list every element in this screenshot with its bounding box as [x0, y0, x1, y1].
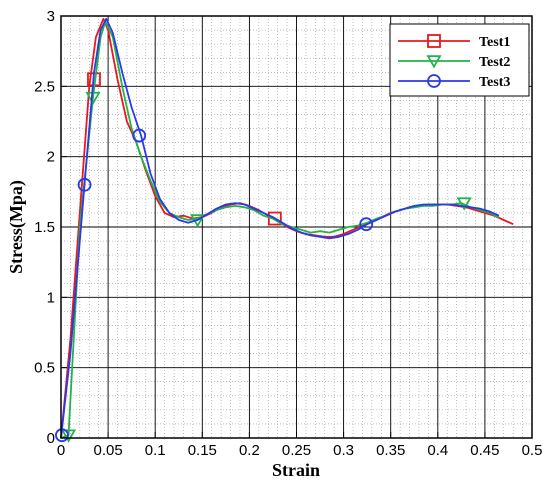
x-tick-label: 0.15: [188, 442, 217, 459]
y-tick-label: 1: [47, 289, 55, 306]
y-tick-label: 0: [47, 430, 55, 447]
series-line-test2: [60, 20, 500, 439]
legend-item-test1: Test1: [398, 34, 510, 50]
x-tick-label: 0.5: [522, 442, 543, 459]
marker-test2: [60, 429, 77, 443]
marker-test3: [77, 177, 92, 192]
y-tick-label: 1.5: [34, 219, 55, 236]
y-tick-label: 3: [47, 8, 55, 25]
legend-label-test3: Test3: [479, 75, 510, 90]
legend-label-test2: Test2: [479, 55, 510, 70]
y-tick-label: 2: [47, 149, 55, 166]
x-tick-label: 0.05: [93, 442, 122, 459]
legend: Test1 Test2 Test3: [389, 23, 530, 97]
marker-test3: [55, 428, 69, 443]
marker-test3: [359, 217, 374, 232]
series-line-test3: [60, 17, 500, 439]
axis-ticks: [60, 15, 533, 439]
y-tick-label: 2.5: [34, 78, 55, 95]
legend-marker-test3: [427, 74, 441, 88]
x-tick-label: 0.35: [376, 442, 405, 459]
legend-label-test1: Test1: [479, 35, 510, 50]
marker-test1: [267, 211, 282, 226]
y-axis-title: Stress(Mpa): [6, 180, 27, 274]
y-tick-label: 0.5: [34, 360, 55, 377]
legend-marker-test1: [427, 34, 441, 48]
marker-test2: [456, 197, 472, 211]
x-tick-label: 0.45: [470, 442, 499, 459]
x-axis-title: Strain: [272, 460, 320, 480]
legend-box: [389, 23, 530, 97]
x-tick-label: 0.2: [239, 442, 260, 459]
x-tick-label: 0.3: [333, 442, 354, 459]
series-layer: [55, 17, 514, 443]
x-tick-label: 0: [57, 442, 65, 459]
y-tick-labels: 0 0.5 1 1.5 2 2.5 3: [34, 8, 55, 447]
x-tick-label: 0.4: [427, 442, 448, 459]
legend-item-test2: Test2: [398, 55, 510, 70]
legend-marker-test2: [426, 55, 442, 69]
marker-test3: [132, 128, 147, 143]
x-tick-labels: 0 0.05 0.1 0.15 0.2 0.25 0.3 0.35 0.4 0.45 0.5: [57, 442, 543, 459]
x-tick-label: 0.25: [282, 442, 311, 459]
x-tick-label: 0.1: [145, 442, 166, 459]
series-test3: [55, 17, 500, 443]
legend-item-test3: Test3: [398, 74, 510, 90]
